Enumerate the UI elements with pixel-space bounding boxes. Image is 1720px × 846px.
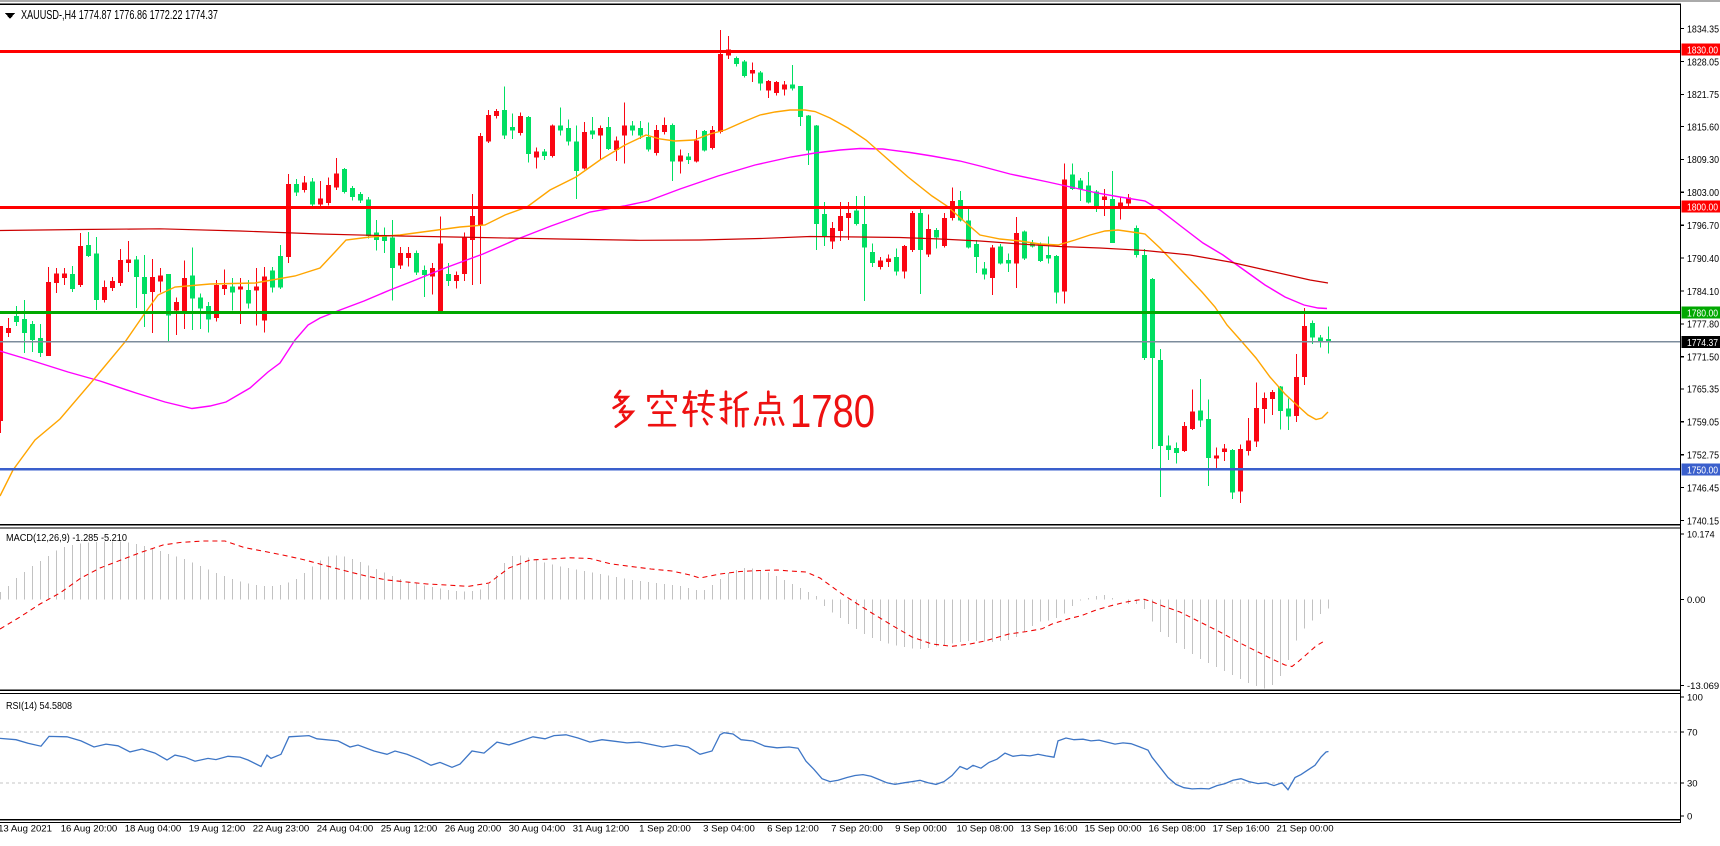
svg-text:MACD(12,26,9) -1.285 -5.210: MACD(12,26,9) -1.285 -5.210 bbox=[6, 533, 127, 544]
svg-text:1821.75: 1821.75 bbox=[1687, 89, 1719, 101]
svg-text:9 Sep 00:00: 9 Sep 00:00 bbox=[895, 824, 947, 835]
svg-text:10 Sep 08:00: 10 Sep 08:00 bbox=[956, 824, 1013, 835]
svg-text:3 Sep 04:00: 3 Sep 04:00 bbox=[703, 824, 755, 835]
svg-text:15 Sep 00:00: 15 Sep 00:00 bbox=[1084, 824, 1141, 835]
svg-text:30 Aug 04:00: 30 Aug 04:00 bbox=[509, 824, 566, 835]
svg-text:XAUUSD-,H4 1774.87 1776.86 17: XAUUSD-,H4 1774.87 1776.86 1772.22 1774.… bbox=[21, 8, 218, 22]
svg-text:1759.05: 1759.05 bbox=[1687, 417, 1719, 429]
svg-text:RSI(14) 54.5808: RSI(14) 54.5808 bbox=[6, 701, 72, 712]
svg-text:1740.15: 1740.15 bbox=[1687, 515, 1719, 527]
svg-text:21 Sep 00:00: 21 Sep 00:00 bbox=[1276, 824, 1333, 835]
svg-text:19 Aug 12:00: 19 Aug 12:00 bbox=[189, 824, 246, 835]
svg-text:0: 0 bbox=[1687, 812, 1692, 823]
svg-text:26 Aug 20:00: 26 Aug 20:00 bbox=[445, 824, 502, 835]
svg-text:1830.00: 1830.00 bbox=[1687, 45, 1718, 57]
svg-text:1828.05: 1828.05 bbox=[1687, 56, 1719, 68]
svg-text:1746.45: 1746.45 bbox=[1687, 482, 1719, 494]
svg-text:100: 100 bbox=[1687, 693, 1703, 704]
svg-text:25 Aug 12:00: 25 Aug 12:00 bbox=[381, 824, 438, 835]
svg-text:18 Aug 04:00: 18 Aug 04:00 bbox=[125, 824, 182, 835]
svg-text:30: 30 bbox=[1687, 779, 1698, 790]
svg-text:1800.00: 1800.00 bbox=[1687, 202, 1718, 214]
svg-text:13 Sep 16:00: 13 Sep 16:00 bbox=[1020, 824, 1077, 835]
svg-text:16 Sep 08:00: 16 Sep 08:00 bbox=[1148, 824, 1205, 835]
svg-text:7 Sep 20:00: 7 Sep 20:00 bbox=[831, 824, 883, 835]
svg-text:1803.00: 1803.00 bbox=[1687, 187, 1719, 199]
svg-text:31 Aug 12:00: 31 Aug 12:00 bbox=[573, 824, 630, 835]
svg-text:70: 70 bbox=[1687, 728, 1698, 739]
svg-text:1750.00: 1750.00 bbox=[1687, 464, 1718, 476]
svg-text:10.174: 10.174 bbox=[1687, 530, 1715, 541]
svg-text:1780.00: 1780.00 bbox=[1687, 307, 1718, 319]
svg-text:-13.069: -13.069 bbox=[1687, 681, 1719, 692]
svg-text:1765.35: 1765.35 bbox=[1687, 384, 1719, 396]
svg-text:1780: 1780 bbox=[790, 385, 875, 437]
svg-text:24 Aug 04:00: 24 Aug 04:00 bbox=[317, 824, 374, 835]
svg-text:1 Sep 20:00: 1 Sep 20:00 bbox=[639, 824, 691, 835]
svg-text:22 Aug 23:00: 22 Aug 23:00 bbox=[253, 824, 310, 835]
svg-text:16 Aug 20:00: 16 Aug 20:00 bbox=[61, 824, 118, 835]
svg-text:17 Sep 16:00: 17 Sep 16:00 bbox=[1212, 824, 1269, 835]
svg-text:1809.30: 1809.30 bbox=[1687, 154, 1719, 166]
svg-text:0.00: 0.00 bbox=[1687, 595, 1705, 606]
svg-text:1815.60: 1815.60 bbox=[1687, 121, 1719, 133]
svg-text:6 Sep 12:00: 6 Sep 12:00 bbox=[767, 824, 819, 835]
svg-text:1752.75: 1752.75 bbox=[1687, 450, 1719, 462]
svg-text:1796.70: 1796.70 bbox=[1687, 220, 1719, 232]
svg-text:1834.35: 1834.35 bbox=[1687, 23, 1719, 35]
svg-text:13 Aug 2021: 13 Aug 2021 bbox=[0, 824, 52, 835]
svg-text:1774.37: 1774.37 bbox=[1687, 337, 1718, 349]
svg-text:1771.50: 1771.50 bbox=[1687, 352, 1719, 364]
svg-text:1777.80: 1777.80 bbox=[1687, 319, 1719, 331]
svg-text:1790.40: 1790.40 bbox=[1687, 253, 1719, 265]
svg-text:1784.10: 1784.10 bbox=[1687, 286, 1719, 298]
